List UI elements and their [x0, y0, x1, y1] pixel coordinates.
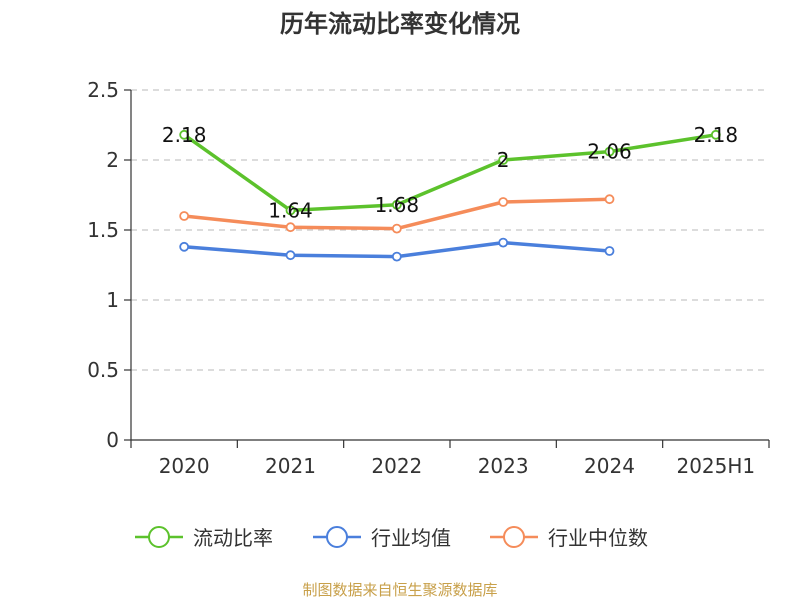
data-point [498, 197, 509, 207]
data-point [285, 205, 296, 216]
y-tick-label: 1 [106, 288, 119, 312]
data-point [285, 222, 296, 233]
y-tick-label: 0.5 [87, 358, 119, 382]
y-tick-label: 0 [106, 428, 119, 452]
series-line [182, 133, 718, 213]
data-point [391, 251, 402, 262]
series-group [179, 129, 721, 262]
grid [131, 89, 769, 371]
data-label: 2 [497, 148, 510, 172]
data-label: 2.06 [587, 140, 632, 164]
data-point [604, 146, 615, 157]
data-point [391, 223, 402, 234]
y-tick-label: 2.5 [87, 78, 119, 102]
axes: 0 0.5 1 1.5 2 2.5 2020 2021 2022 2023 2024 2025H1 [87, 78, 770, 478]
y-tick-label: 2 [106, 148, 119, 172]
data-point [604, 194, 615, 205]
data-labels: 2.18 1.64 1.68 2 2.06 2.18 [162, 123, 738, 223]
legend-label: 行业均值 [371, 526, 451, 550]
legend-label: 行业中位数 [548, 526, 648, 550]
source-note: 制图数据来自恒生聚源数据库 [302, 581, 497, 599]
data-point [498, 155, 509, 165]
data-point [498, 237, 509, 248]
y-tick-label: 1.5 [87, 218, 119, 242]
data-point [285, 250, 296, 261]
legend-marker [503, 526, 525, 548]
x-tick-label: 2025H1 [676, 454, 755, 478]
x-tick-label: 2020 [159, 454, 210, 478]
data-point [710, 129, 721, 140]
data-label: 1.64 [268, 198, 313, 222]
x-tick-label: 2023 [478, 454, 529, 478]
legend-marker [148, 526, 170, 548]
x-tick-label: 2022 [371, 454, 422, 478]
data-point [179, 241, 190, 252]
data-point [391, 199, 402, 210]
data-point [179, 129, 190, 140]
data-point [604, 246, 615, 256]
legend: 流动比率 行业均值 行业中位数 [135, 526, 648, 550]
data-label: 1.68 [375, 193, 420, 217]
data-point [179, 211, 190, 221]
x-tick-label: 2021 [265, 454, 316, 478]
data-label: 2.18 [694, 123, 739, 147]
data-label: 2.18 [162, 123, 207, 147]
legend-marker [326, 526, 348, 548]
chart-title: 历年流动比率变化情况 [280, 10, 520, 38]
legend-label: 流动比率 [193, 526, 273, 550]
x-tick-label: 2024 [584, 454, 635, 478]
